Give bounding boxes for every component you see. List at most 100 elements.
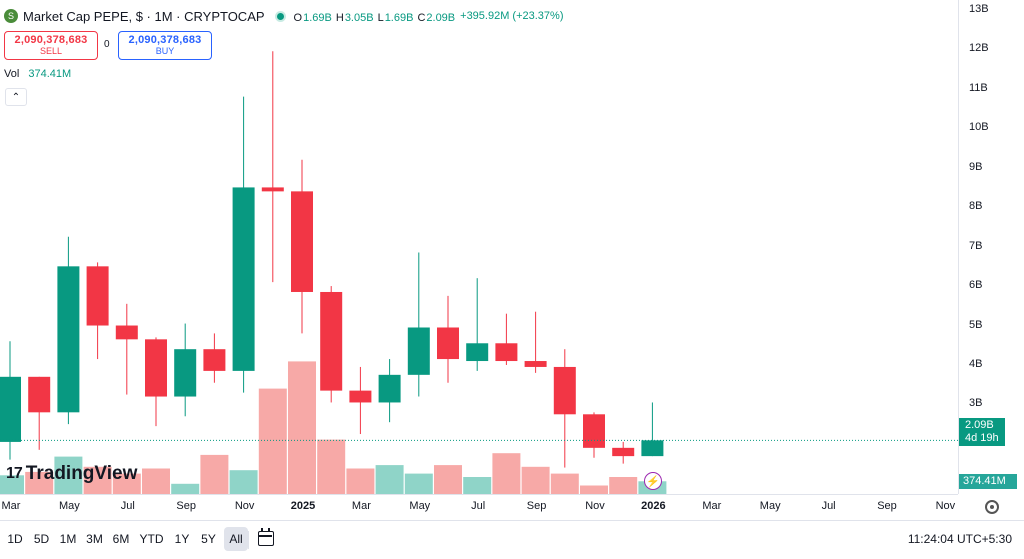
candle-body	[232, 187, 255, 371]
volume-bar	[404, 473, 433, 494]
tradingview-mark-icon: 17	[6, 465, 23, 482]
legend-header: S Market Cap PEPE, $ · 1M · CRYPTOCAP O 1…	[4, 6, 564, 26]
candle-body	[553, 366, 576, 415]
time-tick-label: Jul	[821, 500, 836, 512]
candle-body	[583, 414, 605, 448]
bar-countdown: 4d 19h	[965, 432, 999, 444]
volume-bar	[229, 470, 258, 494]
chart-pane[interactable]	[0, 0, 958, 494]
volume-value: 374.41M	[28, 68, 72, 80]
time-tick-label: Sep	[176, 500, 196, 512]
range-button-ytd[interactable]: YTD	[139, 532, 164, 546]
candle-body	[407, 327, 430, 375]
candle-body	[495, 343, 518, 362]
volume-bar	[550, 473, 579, 494]
time-tick-label: Nov	[935, 500, 956, 512]
volume-bar	[0, 475, 24, 494]
time-tick-label: May	[59, 500, 80, 512]
volume-bar	[434, 465, 462, 494]
candle-body	[86, 266, 109, 326]
ohlc-label: O	[293, 11, 303, 24]
volume-bar	[83, 466, 112, 494]
time-tick-label: Sep	[526, 500, 547, 512]
volume-bar	[54, 456, 83, 494]
time-axis[interactable]: Mar May Jul Sep Nov 2025 Mar May Jul Sep Nov 2026 Ma…	[0, 494, 958, 517]
time-tick-label: Jul	[120, 500, 135, 512]
range-button-1d[interactable]: 1D	[7, 532, 23, 546]
price-tick-label: 9B	[969, 160, 983, 173]
sell-button[interactable]: 2,090,378,683 SELL	[4, 31, 98, 60]
time-tick-label: Nov	[585, 500, 605, 512]
price-tick-label: 12B	[969, 42, 989, 55]
market-status-icon[interactable]	[276, 12, 284, 20]
buy-price: 2,090,378,683	[128, 34, 202, 46]
price-tick-label: 6B	[969, 279, 983, 292]
candle-body	[0, 376, 21, 442]
price-tick-label: 4B	[969, 357, 983, 370]
time-tick-label: Sep	[877, 500, 897, 512]
volume-bar	[112, 473, 141, 494]
clock[interactable]: 11:24:04 UTC+5:30	[907, 532, 1012, 546]
volume-legend: Vol 374.41M	[4, 68, 71, 80]
price-chart[interactable]	[0, 0, 958, 494]
range-button-1m[interactable]: 1M	[59, 532, 77, 546]
price-tick-label: 3B	[969, 397, 983, 410]
settings-icon[interactable]	[985, 500, 999, 514]
candle-body	[437, 327, 459, 360]
price-tick-label: 5B	[969, 318, 983, 331]
volume-bar	[25, 471, 54, 494]
candle-body	[203, 349, 226, 371]
candle-body	[320, 291, 343, 391]
ohlc-label: L	[377, 11, 384, 24]
sell-price: 2,090,378,683	[14, 34, 88, 46]
range-button-3m[interactable]: 3M	[86, 532, 103, 546]
volume-bar	[346, 468, 375, 494]
calendar-icon[interactable]	[258, 528, 274, 546]
tradingview-wordmark: TradingView	[25, 463, 138, 484]
candle-body	[145, 339, 167, 397]
volume-bar	[142, 468, 170, 494]
chart-title[interactable]: Market Cap PEPE, $ · 1M · CRYPTOCAP	[23, 8, 265, 24]
lightning-bolt-icon[interactable]: ⚡	[644, 472, 662, 490]
price-tick-label: 7B	[969, 239, 983, 252]
candle-body	[524, 361, 547, 367]
candle-body	[291, 191, 313, 292]
volume-bar	[580, 485, 608, 494]
range-button-6m[interactable]: 6M	[112, 532, 130, 546]
tradingview-logo[interactable]: 17 TradingView	[6, 463, 137, 485]
price-tick-label: 13B	[969, 2, 989, 15]
collapse-legend-button[interactable]: ⌃	[5, 88, 27, 106]
candle-body	[57, 266, 80, 413]
volume-bar	[200, 454, 229, 494]
candle-body	[378, 374, 401, 403]
sell-label: SELL	[39, 46, 63, 56]
pepe-logo-icon: S	[4, 9, 18, 23]
range-button-1y[interactable]: 1Y	[174, 532, 190, 546]
ohlc-value: 1.69B	[384, 11, 414, 24]
range-button-all[interactable]: All	[224, 527, 248, 551]
volume-bar	[521, 466, 550, 494]
last-price-badge: 2.09B 4d 19h	[959, 418, 1005, 446]
price-tick-label: 10B	[969, 121, 989, 134]
last-price-value: 2.09B	[965, 419, 994, 431]
volume-bar	[463, 477, 492, 494]
candle-body	[115, 325, 138, 340]
price-tick-label: 8B	[969, 200, 983, 213]
ohlc-label: H	[335, 11, 344, 24]
time-tick-label: Nov	[234, 500, 255, 512]
ohlc-value: 3.05B	[344, 11, 374, 24]
candle-body	[261, 187, 284, 192]
time-tick-label: Mar	[1, 500, 21, 512]
ohlc-label: C	[417, 11, 426, 24]
time-tick-label: 2026	[641, 500, 666, 512]
volume-bar	[317, 439, 346, 494]
range-button-5d[interactable]: 5D	[33, 532, 50, 546]
buy-button[interactable]: 2,090,378,683 BUY	[118, 31, 212, 60]
ohlc-values: O1.69B H3.05B L1.69B C2.09B	[290, 9, 456, 24]
range-button-5y[interactable]: 5Y	[201, 532, 216, 546]
volume-bar	[258, 388, 287, 494]
volume-bar	[288, 361, 316, 494]
ohlc-value: 2.09B	[426, 11, 456, 24]
price-change: +395.92M (+23.37%)	[460, 10, 564, 22]
bottom-toolbar: 1D 5D 1M 3M 6M YTD 1Y 5Y All 11:24:04 UTC+5:30	[0, 520, 1024, 559]
